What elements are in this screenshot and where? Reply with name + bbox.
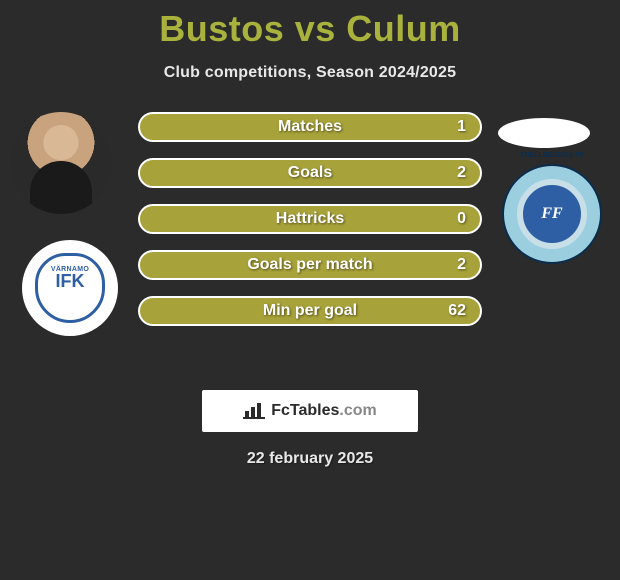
stat-bar: Hattricks 0 (138, 204, 482, 234)
club-left-shield: VÄRNAMO IFK (35, 253, 105, 323)
club-left-badge: VÄRNAMO IFK (22, 240, 118, 336)
club-left-main-text: IFK (56, 271, 85, 292)
stat-bar: Matches 1 (138, 112, 482, 142)
stat-bar: Goals 2 (138, 158, 482, 188)
stat-bar: Min per goal 62 (138, 296, 482, 326)
stat-label: Goals (288, 164, 332, 182)
stat-label: Hattricks (276, 210, 344, 228)
stat-value-right: 1 (457, 118, 466, 136)
club-right-inner: FF (517, 179, 587, 249)
stat-bars: Matches 1 Goals 2 Hattricks 0 Goals per match 2… (138, 112, 482, 342)
date-label: 22 february 2025 (0, 450, 620, 468)
page-title: Bustos vs Culum (0, 0, 620, 50)
player-left-avatar (10, 112, 112, 214)
club-right-main-text: FF (541, 205, 562, 223)
stat-value-right: 0 (457, 210, 466, 228)
stat-bar: Goals per match 2 (138, 250, 482, 280)
club-left-ring-text: VÄRNAMO (51, 266, 89, 273)
bar-chart-icon (243, 403, 265, 419)
player-right-avatar (498, 118, 590, 148)
fctables-logo: FcTables.com (202, 390, 418, 432)
stat-value-right: 62 (448, 302, 466, 320)
club-right-badge: TRELLEBORGS FF FF (502, 164, 602, 264)
stat-label: Goals per match (247, 256, 372, 274)
stat-label: Matches (278, 118, 342, 136)
stat-value-right: 2 (457, 256, 466, 274)
subtitle: Club competitions, Season 2024/2025 (0, 64, 620, 82)
stat-value-right: 2 (457, 164, 466, 182)
stat-label: Min per goal (263, 302, 357, 320)
logo-text: FcTables.com (271, 402, 377, 420)
comparison-panel: VÄRNAMO IFK TRELLEBORGS FF FF Matches 1 Go… (0, 112, 620, 372)
